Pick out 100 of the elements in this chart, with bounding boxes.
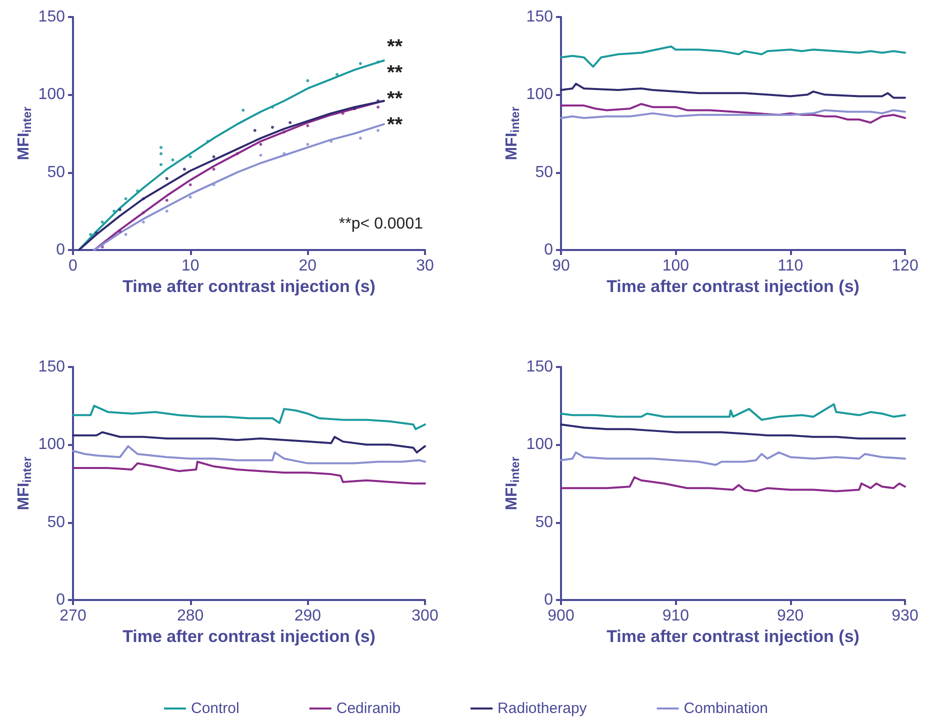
y-tick-label: 50 <box>535 164 554 181</box>
x-tick-label: 930 <box>892 608 918 624</box>
y-tick-label: 150 <box>38 8 66 26</box>
x-axis-title: Time after contrast injection (s) <box>122 627 376 646</box>
legend-label: Combination <box>684 700 768 717</box>
point <box>142 211 145 214</box>
point <box>358 62 362 66</box>
point <box>253 128 256 132</box>
point <box>259 142 262 146</box>
x-tick-label: 10 <box>181 258 200 274</box>
point <box>206 140 210 143</box>
y-tick-label: 50 <box>47 514 66 531</box>
y-tick-label: 150 <box>526 358 554 376</box>
annotation: ** <box>387 88 403 110</box>
y-tick-label: 100 <box>526 436 554 454</box>
point <box>358 136 362 140</box>
point <box>212 168 216 171</box>
point <box>270 126 274 129</box>
y-axis-title: MFIinter <box>504 456 522 510</box>
y-tick-label: 0 <box>544 242 554 258</box>
legend-label: Control <box>191 700 240 717</box>
annotation: ** <box>387 62 403 84</box>
line-series <box>560 102 906 124</box>
x-tick-label: 290 <box>294 608 322 624</box>
point <box>100 220 104 224</box>
point <box>188 155 192 158</box>
line-series <box>72 460 426 484</box>
x-axis-title: Time after contrast injection (s) <box>606 627 860 646</box>
point <box>160 146 162 149</box>
line-series <box>560 82 906 99</box>
point <box>112 210 116 213</box>
x-tick-label: 100 <box>662 258 690 274</box>
y-axis-title: MFIinter <box>504 106 522 160</box>
point <box>124 197 128 200</box>
point <box>142 220 145 224</box>
line-series <box>72 431 426 454</box>
x-tick-label: 280 <box>176 608 204 624</box>
line-series <box>560 109 906 119</box>
line-series <box>560 451 906 466</box>
x-tick-label: 920 <box>776 608 804 624</box>
line-series <box>72 404 426 430</box>
point <box>89 232 92 236</box>
point <box>160 152 162 156</box>
x-tick-label: 300 <box>412 608 438 624</box>
point <box>259 154 262 157</box>
annotation: **p< 0.0001 <box>338 216 424 232</box>
point <box>136 189 140 192</box>
line-series <box>560 403 906 421</box>
point <box>188 196 192 199</box>
point <box>212 155 216 158</box>
y-tick-label: 0 <box>544 592 554 608</box>
x-tick-label: 900 <box>548 608 574 624</box>
point <box>376 106 380 109</box>
point <box>306 142 310 146</box>
y-tick-label: 50 <box>47 164 66 181</box>
line-series <box>560 423 906 440</box>
point <box>288 121 292 124</box>
x-tick-label: 110 <box>778 258 804 274</box>
point <box>306 79 310 82</box>
x-tick-label: 910 <box>662 608 690 624</box>
point <box>282 130 286 134</box>
y-tick-label: 100 <box>38 86 66 104</box>
x-tick-label: 30 <box>416 258 434 274</box>
y-tick-label: 150 <box>38 358 66 376</box>
line-series <box>72 445 426 464</box>
x-axis-title: Time after contrast injection (s) <box>122 277 376 296</box>
x-tick-label: 270 <box>60 608 86 624</box>
point <box>212 183 216 186</box>
point <box>336 72 338 76</box>
point <box>165 177 168 180</box>
y-axis-title: MFIinter <box>16 456 34 510</box>
point <box>236 152 239 156</box>
point <box>353 107 356 110</box>
y-tick-label: 0 <box>56 592 66 608</box>
legend-label: Cediranib <box>336 700 401 717</box>
annotation: ** <box>387 114 403 136</box>
point <box>165 210 168 213</box>
point <box>124 232 128 236</box>
y-tick-label: 100 <box>526 86 554 104</box>
point <box>160 163 162 166</box>
legend-label: Radiotherapy <box>498 700 588 717</box>
annotation: ** <box>387 36 403 58</box>
point <box>118 208 122 212</box>
point <box>270 106 274 109</box>
point <box>376 128 380 132</box>
point <box>142 197 145 200</box>
x-tick-label: 90 <box>552 258 570 274</box>
point <box>171 158 174 162</box>
line-series <box>560 476 906 492</box>
point <box>182 168 186 171</box>
line-series <box>560 46 906 68</box>
point <box>242 108 245 112</box>
y-tick-label: 150 <box>526 8 554 26</box>
x-tick-label: 120 <box>892 258 918 274</box>
y-axis-title: MFIinter <box>16 106 34 160</box>
y-tick-label: 50 <box>535 514 554 531</box>
x-tick-label: 20 <box>298 258 317 274</box>
y-tick-label: 0 <box>56 242 66 258</box>
x-tick-label: 0 <box>68 258 78 274</box>
y-tick-label: 100 <box>38 436 66 454</box>
